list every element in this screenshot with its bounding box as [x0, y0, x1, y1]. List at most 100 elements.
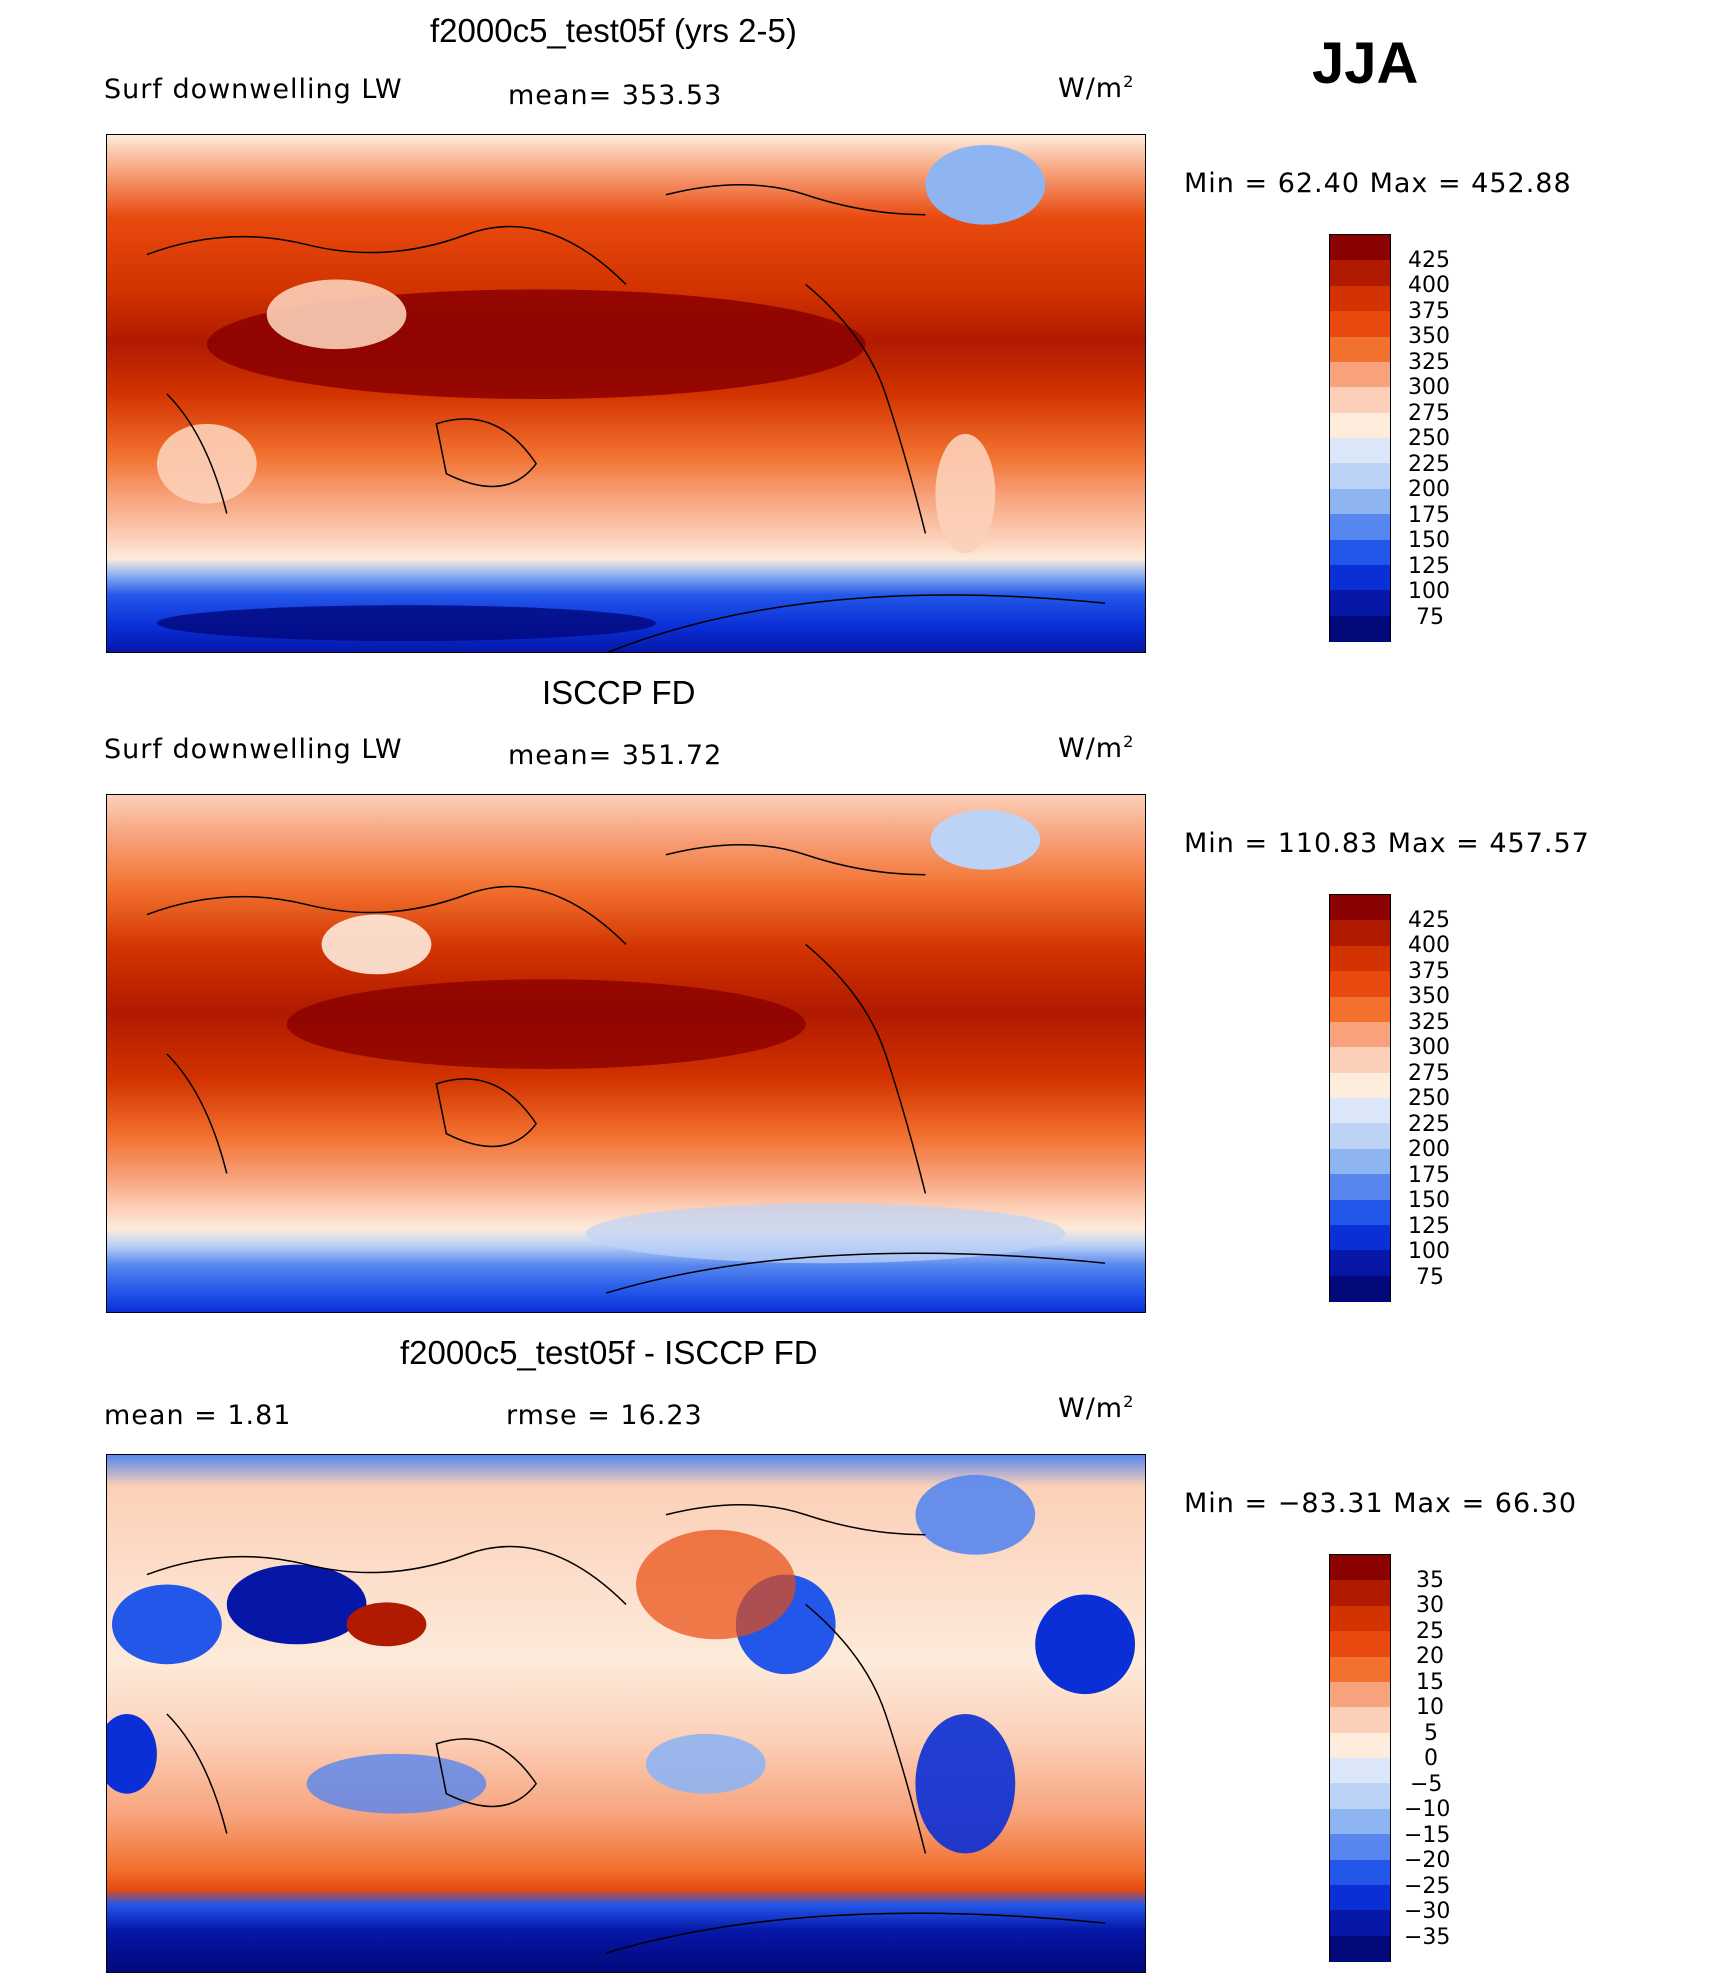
panel-1-title: f2000c5_test05f (yrs 2-5) — [430, 12, 797, 49]
panel-1-variable-label: Surf downwelling LW — [104, 74, 403, 105]
colorbar-swatch — [1330, 514, 1390, 541]
panel-2-map — [106, 794, 1146, 1313]
colorbar-tick-label: −10 — [1404, 1797, 1451, 1822]
colorbar-tick-label: 400 — [1408, 273, 1450, 298]
colorbar-tick-label: 0 — [1424, 1746, 1438, 1771]
panel-3-title: f2000c5_test05f - ISCCP FD — [400, 1334, 818, 1371]
colorbar-swatch — [1330, 920, 1390, 948]
colorbar-tick-label: 25 — [1416, 1619, 1444, 1644]
colorbar-tick-label: 400 — [1408, 933, 1450, 958]
panel-2-colorbar — [1329, 894, 1391, 1302]
panel-3-map-field — [107, 1455, 1145, 1972]
colorbar-swatch — [1330, 1224, 1390, 1252]
colorbar-swatch — [1330, 971, 1390, 998]
colorbar-tick-label: 35 — [1416, 1568, 1444, 1593]
colorbar-swatch — [1330, 1884, 1390, 1912]
colorbar-swatch — [1330, 539, 1390, 567]
colorbar-swatch — [1330, 1783, 1390, 1811]
colorbar-swatch — [1330, 1021, 1390, 1049]
colorbar-swatch — [1330, 945, 1390, 973]
colorbar-tick-label: −15 — [1404, 1823, 1451, 1848]
colorbar-tick-label: 175 — [1408, 503, 1450, 528]
colorbar-tick-label: 30 — [1416, 1593, 1444, 1618]
colorbar-swatch — [1330, 1174, 1390, 1201]
colorbar-swatch — [1330, 564, 1390, 592]
colorbar-tick-label: 10 — [1416, 1695, 1444, 1720]
colorbar-tick-label: 375 — [1408, 959, 1450, 984]
colorbar-swatch — [1330, 361, 1390, 389]
colorbar-tick-label: 225 — [1408, 1112, 1450, 1137]
colorbar-swatch — [1330, 412, 1390, 440]
colorbar-tick-label: 5 — [1424, 1721, 1438, 1746]
panel-1-mean-label: mean= 353.53 — [508, 80, 723, 111]
colorbar-swatch — [1330, 1199, 1390, 1227]
panel-2-minmax: Min = 110.83 Max = 457.57 — [1184, 828, 1590, 859]
colorbar-tick-label: 200 — [1408, 477, 1450, 502]
colorbar-swatch — [1330, 1681, 1390, 1709]
colorbar-swatch — [1330, 311, 1390, 338]
colorbar-swatch — [1330, 463, 1390, 491]
colorbar-swatch — [1330, 996, 1390, 1024]
colorbar-tick-label: 425 — [1408, 908, 1450, 933]
colorbar-tick-label: 425 — [1408, 248, 1450, 273]
colorbar-tick-label: 150 — [1408, 528, 1450, 553]
colorbar-swatch — [1330, 438, 1390, 465]
panel-1-colorbar — [1329, 234, 1391, 642]
colorbar-tick-label: 75 — [1416, 1265, 1444, 1290]
panel-2-title: ISCCP FD — [542, 674, 696, 711]
panel-2-mean-label: mean= 351.72 — [508, 740, 723, 771]
colorbar-tick-label: 225 — [1408, 452, 1450, 477]
colorbar-tick-label: 375 — [1408, 299, 1450, 324]
colorbar-swatch — [1330, 1758, 1390, 1785]
colorbar-swatch — [1330, 1935, 1390, 1962]
colorbar-tick-label: −20 — [1404, 1848, 1451, 1873]
colorbar-swatch — [1330, 1123, 1390, 1151]
colorbar-swatch — [1330, 1808, 1390, 1836]
colorbar-swatch — [1330, 895, 1390, 922]
panel-3-units: W/m2 — [1058, 1392, 1135, 1424]
panel-2-units: W/m2 — [1058, 732, 1135, 764]
panel-1-map — [106, 134, 1146, 653]
colorbar-swatch — [1330, 1047, 1390, 1075]
colorbar-tick-label: 275 — [1408, 401, 1450, 426]
colorbar-swatch — [1330, 1148, 1390, 1176]
panel-1-units: W/m2 — [1058, 72, 1135, 104]
panel-3-map — [106, 1454, 1146, 1973]
colorbar-swatch — [1330, 336, 1390, 364]
colorbar-swatch — [1330, 1605, 1390, 1633]
colorbar-swatch — [1330, 1656, 1390, 1684]
panel-2-variable-label: Surf downwelling LW — [104, 734, 403, 765]
colorbar-tick-label: 75 — [1416, 605, 1444, 630]
colorbar-swatch — [1330, 1631, 1390, 1658]
colorbar-swatch — [1330, 1072, 1390, 1100]
panel-1-map-field — [107, 135, 1145, 652]
panel-3-colorbar — [1329, 1554, 1391, 1962]
colorbar-swatch — [1330, 615, 1390, 642]
colorbar-tick-label: −25 — [1404, 1874, 1451, 1899]
colorbar-tick-label: 250 — [1408, 1086, 1450, 1111]
colorbar-tick-label: 15 — [1416, 1670, 1444, 1695]
colorbar-tick-label: 100 — [1408, 1239, 1450, 1264]
colorbar-swatch — [1330, 1098, 1390, 1125]
colorbar-swatch — [1330, 1910, 1390, 1938]
colorbar-tick-label: 300 — [1408, 1035, 1450, 1060]
colorbar-swatch — [1330, 590, 1390, 618]
colorbar-swatch — [1330, 1859, 1390, 1887]
colorbar-tick-label: 350 — [1408, 324, 1450, 349]
colorbar-tick-label: 20 — [1416, 1644, 1444, 1669]
panel-2-map-field — [107, 795, 1145, 1312]
colorbar-tick-label: 150 — [1408, 1188, 1450, 1213]
colorbar-swatch — [1330, 1580, 1390, 1608]
colorbar-tick-label: −35 — [1404, 1925, 1451, 1950]
colorbar-tick-label: 100 — [1408, 579, 1450, 604]
colorbar-swatch — [1330, 285, 1390, 313]
panel-3-rmse-label: rmse = 16.23 — [506, 1400, 703, 1431]
colorbar-tick-label: −5 — [1410, 1772, 1443, 1797]
colorbar-swatch — [1330, 1707, 1390, 1735]
season-label: JJA — [1312, 31, 1419, 96]
colorbar-tick-label: 325 — [1408, 1010, 1450, 1035]
colorbar-tick-label: 350 — [1408, 984, 1450, 1009]
colorbar-tick-label: 300 — [1408, 375, 1450, 400]
colorbar-swatch — [1330, 1555, 1390, 1582]
colorbar-swatch — [1330, 260, 1390, 288]
